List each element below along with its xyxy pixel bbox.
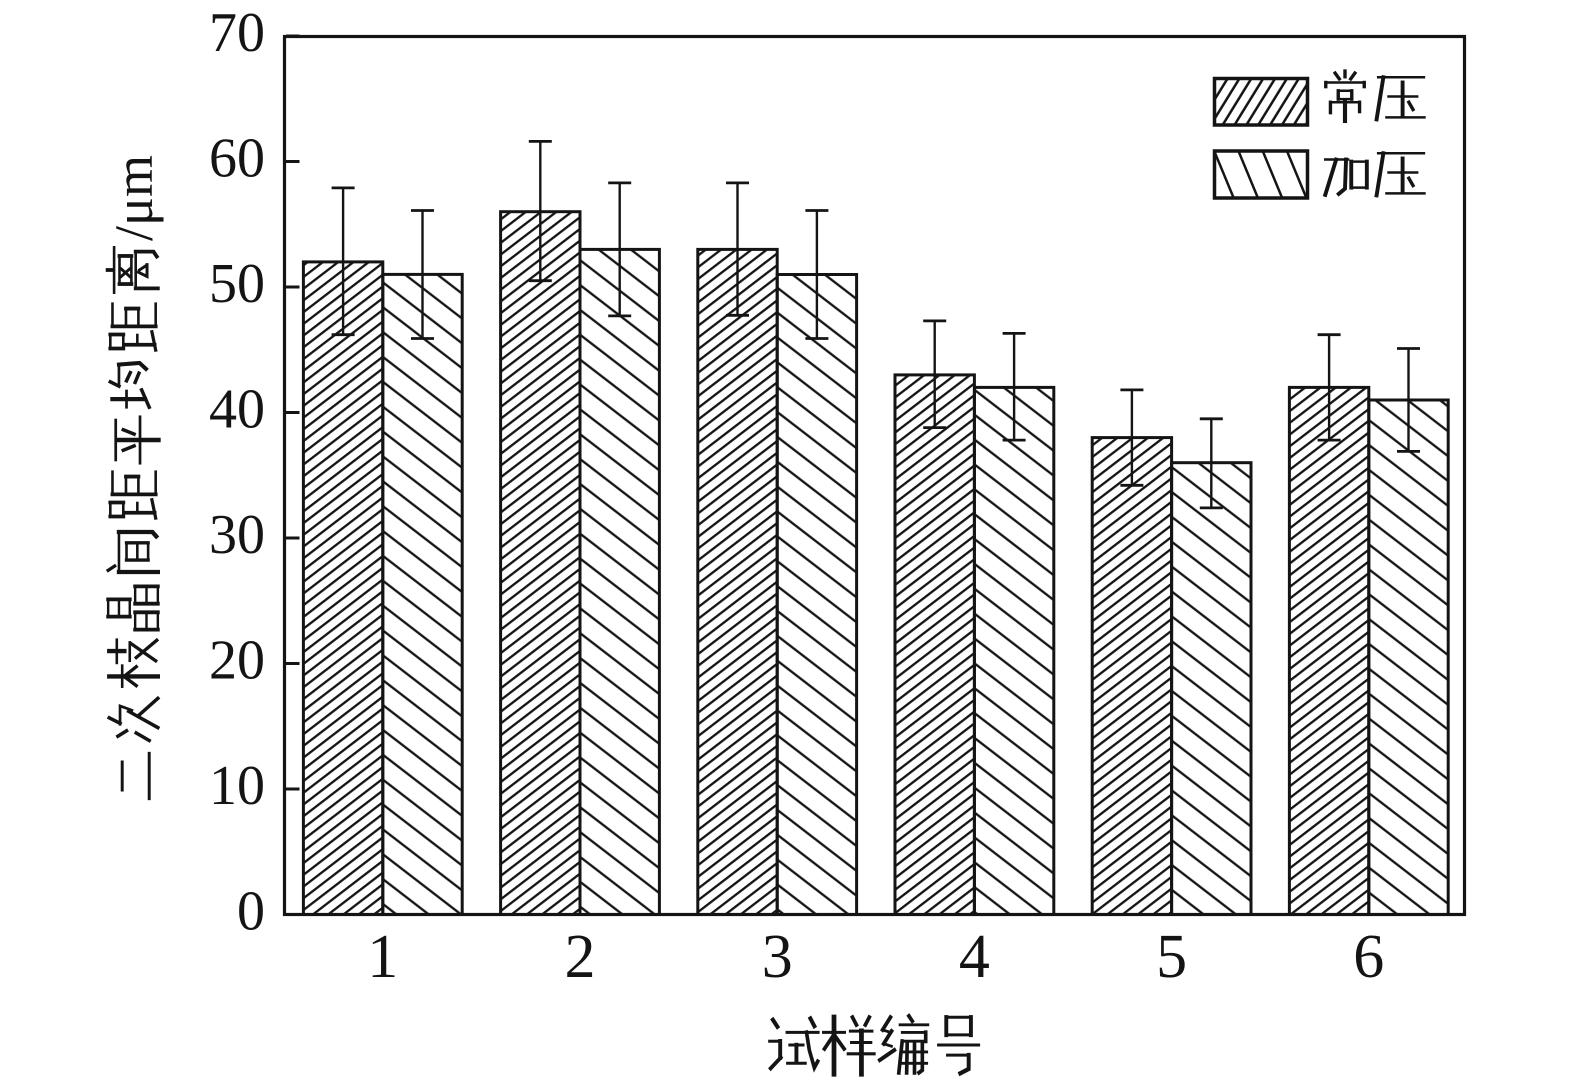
svg-text:20: 20 <box>209 630 265 692</box>
svg-text:6: 6 <box>1353 923 1384 991</box>
svg-text:2: 2 <box>565 923 596 991</box>
svg-text:3: 3 <box>762 923 793 991</box>
svg-text:30: 30 <box>209 504 265 566</box>
svg-text:70: 70 <box>209 2 265 64</box>
svg-text:10: 10 <box>209 755 265 817</box>
svg-text:50: 50 <box>209 253 265 315</box>
svg-text:5: 5 <box>1156 923 1187 991</box>
svg-text:/μm: /μm <box>104 155 164 241</box>
svg-text:0: 0 <box>237 881 265 943</box>
svg-text:4: 4 <box>959 923 990 991</box>
svg-text:40: 40 <box>209 379 265 441</box>
svg-text:1: 1 <box>367 923 398 991</box>
svg-text:60: 60 <box>209 128 265 190</box>
